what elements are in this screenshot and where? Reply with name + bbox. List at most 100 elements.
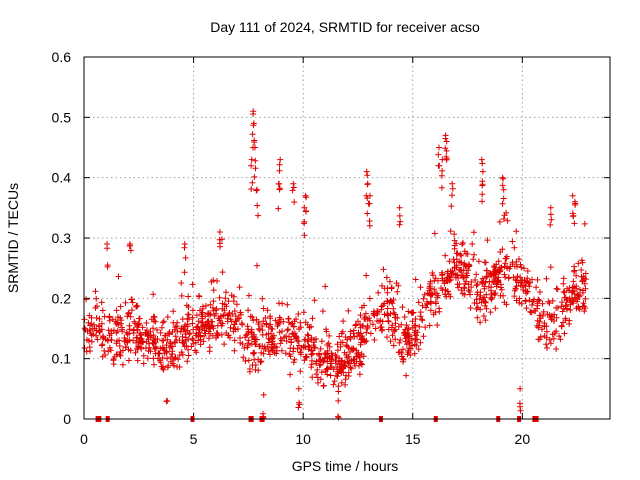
- data-point: [219, 269, 226, 276]
- data-point: [417, 309, 424, 316]
- data-point: [391, 328, 398, 335]
- data-point: [150, 337, 157, 344]
- data-point: [547, 204, 554, 211]
- data-point: [106, 344, 113, 351]
- data-point: [475, 258, 482, 265]
- data-point: [205, 310, 212, 317]
- data-point: [195, 318, 202, 325]
- data-point: [487, 294, 494, 301]
- data-point: [296, 399, 303, 406]
- data-point: [479, 181, 486, 188]
- data-point: [146, 344, 153, 351]
- data-point: [287, 371, 294, 378]
- data-point: [464, 272, 471, 279]
- data-point: [546, 300, 553, 307]
- data-point: [417, 339, 424, 346]
- chart-title: Day 111 of 2024, SRMTID for receiver acs…: [210, 19, 480, 35]
- y-tick-label: 0.5: [52, 109, 72, 125]
- data-point: [532, 308, 539, 314]
- data-point: [133, 339, 140, 346]
- data-point: [492, 290, 499, 297]
- data-point: [506, 265, 513, 272]
- data-point: [264, 307, 271, 314]
- data-point: [416, 323, 423, 330]
- data-point: [467, 305, 474, 311]
- data-point: [357, 324, 364, 331]
- data-point: [114, 319, 121, 326]
- data-point: [357, 312, 364, 319]
- data-point: [527, 309, 534, 315]
- data-point: [396, 212, 403, 219]
- data-point: [150, 291, 157, 298]
- data-point: [482, 317, 489, 324]
- data-point: [124, 313, 131, 320]
- data-point: [501, 271, 508, 278]
- data-point: [501, 212, 508, 219]
- data-point: [364, 210, 371, 217]
- data-point: [313, 336, 319, 342]
- data-point: [399, 304, 406, 311]
- data-point: [239, 341, 246, 347]
- data-point: [364, 322, 371, 329]
- data-point: [256, 343, 263, 350]
- data-point: [241, 345, 248, 351]
- data-point: [184, 358, 191, 365]
- data-point: [500, 195, 507, 202]
- data-point: [575, 304, 582, 311]
- data-point: [427, 299, 434, 306]
- data-point: [582, 270, 589, 277]
- data-point: [116, 351, 123, 358]
- data-point: [581, 220, 588, 227]
- data-point: [571, 268, 577, 275]
- data-point: [396, 204, 403, 211]
- data-point: [254, 336, 260, 343]
- data-point: [231, 321, 238, 328]
- data-point: [232, 313, 239, 319]
- data-point: [181, 244, 188, 251]
- data-point: [544, 311, 551, 318]
- data-point: [148, 334, 154, 341]
- data-point: [190, 326, 197, 333]
- data-point: [143, 320, 150, 326]
- data-point: [250, 350, 257, 357]
- data-point: [87, 322, 93, 329]
- data-point: [250, 120, 257, 127]
- data-point: [338, 379, 345, 386]
- data-point: [435, 151, 442, 158]
- data-point: [286, 319, 292, 326]
- data-point: [131, 318, 138, 325]
- data-point: [208, 278, 215, 285]
- data-point: [136, 315, 143, 322]
- data-point: [333, 353, 340, 360]
- data-point: [350, 346, 357, 353]
- data-point: [227, 324, 234, 331]
- data-point: [325, 340, 332, 347]
- data-point: [442, 286, 449, 293]
- data-point: [276, 167, 283, 174]
- data-point: [210, 287, 217, 294]
- data-point: [251, 139, 258, 146]
- data-point: [224, 315, 231, 322]
- data-point: [390, 296, 397, 303]
- data-point: [304, 331, 311, 338]
- data-point: [575, 260, 582, 267]
- data-point: [345, 373, 352, 379]
- data-point: [406, 345, 413, 352]
- data-point: [93, 327, 100, 334]
- data-point: [133, 303, 140, 310]
- data-point: [475, 304, 481, 311]
- data-point: [409, 318, 416, 325]
- data-point: [283, 338, 290, 345]
- data-point: [412, 316, 419, 322]
- data-point: [258, 358, 265, 365]
- data-point: [252, 157, 259, 164]
- data-point: [128, 307, 135, 314]
- data-point: [473, 282, 480, 289]
- data-point: [487, 309, 494, 316]
- x-tick-label: 20: [515, 431, 531, 447]
- data-point: [195, 292, 202, 299]
- data-point: [374, 308, 381, 315]
- data-point: [350, 345, 357, 352]
- data-point: [209, 318, 216, 325]
- data-point: [342, 376, 349, 383]
